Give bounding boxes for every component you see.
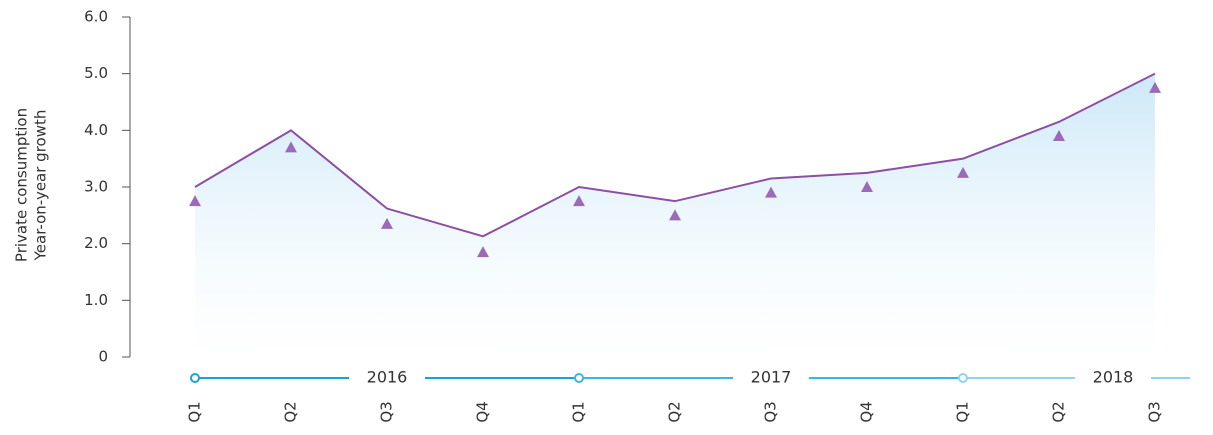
triangle-marker [477, 246, 489, 258]
timeline-dot [958, 373, 968, 383]
x-tick-label: Q1 [954, 401, 972, 422]
x-tick-group: Q4 [858, 401, 876, 422]
y-tick-label: 6.0 [84, 8, 108, 26]
y-tick-label: 4.0 [84, 121, 108, 139]
x-tick-label: Q4 [474, 401, 492, 422]
year-label: 2018 [1093, 368, 1134, 387]
line-series [194, 72, 1156, 238]
y-axis-label: Private consumption Year-on-year growth [13, 108, 50, 262]
y-tick-label: 2.0 [84, 234, 108, 252]
triangle-marker [381, 217, 393, 229]
y-tick-label: 3.0 [84, 178, 108, 196]
triangle-marker [573, 195, 585, 207]
y-tick-label: 0 [98, 348, 108, 366]
year-label: 2016 [367, 368, 408, 387]
y-tick-label: 5.0 [84, 64, 108, 82]
y-label-line: Private consumption [13, 108, 31, 262]
x-tick-label: Q3 [1146, 401, 1164, 422]
triangle-marker [861, 181, 873, 192]
year-label: 2017 [751, 368, 792, 387]
triangle-marker [285, 141, 297, 153]
triangle-marker [957, 166, 969, 178]
x-tick-group: Q2 [666, 401, 684, 422]
x-tick-label: Q2 [282, 401, 300, 422]
x-tick-group: Q2 [282, 401, 300, 422]
x-tick-group: Q3 [1146, 401, 1164, 422]
x-tick-group: Q1 [570, 401, 588, 422]
x-tick-group: Q1 [186, 401, 204, 422]
y-tick-label: 1.0 [84, 291, 108, 309]
triangle-marker [669, 209, 681, 221]
triangle-marker [1053, 130, 1065, 141]
x-tick-label: Q2 [666, 401, 684, 422]
x-tick-group: Q2 [1050, 401, 1068, 422]
x-tick-label: Q3 [762, 401, 780, 422]
timeline-dot [574, 373, 584, 383]
x-tick-label: Q2 [1050, 401, 1068, 422]
x-tick-label: Q1 [186, 401, 204, 422]
x-tick-label: Q3 [378, 401, 396, 422]
triangle-marker [1149, 81, 1161, 93]
triangle-marker [765, 186, 777, 198]
timeline-dot [190, 373, 200, 383]
x-tick-label: Q1 [570, 401, 588, 422]
x-tick-group: Q3 [378, 401, 396, 422]
x-tick-group: Q3 [762, 401, 780, 422]
x-tick-group: Q4 [474, 401, 492, 422]
x-tick-group: Q1 [954, 401, 972, 422]
x-tick-label: Q4 [858, 401, 876, 422]
y-label-line: Year-on-year growth [32, 110, 50, 262]
triangle-marker [189, 195, 201, 207]
